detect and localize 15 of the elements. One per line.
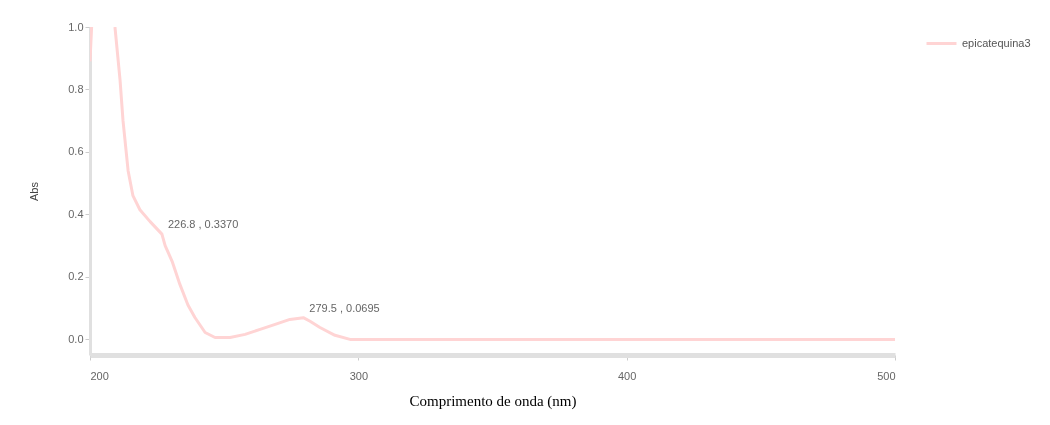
annotation: 279.5 , 0.0695 [309,301,380,314]
x-tick-label: 400 [617,369,637,382]
x-axis-title: Comprimento de onda (nm) [409,392,577,410]
x-tick-label: 500 [877,369,896,382]
y-tick-label: 1.0 [68,20,84,33]
x-tick-label: 300 [349,369,369,382]
y-tick-label: 0.0 [68,332,84,345]
x-tick-label: 200 [90,369,109,382]
y-tick-label: 0.8 [68,82,84,95]
y-tick-label: 0.4 [68,207,84,220]
legend-label: epicatequina3 [962,36,1031,49]
annotation: 226.8 , 0.3370 [167,218,239,231]
y-axis-title: Abs [28,181,41,201]
y-tick-label: 0.6 [68,145,84,158]
y-tick-label: 0.2 [68,270,84,283]
